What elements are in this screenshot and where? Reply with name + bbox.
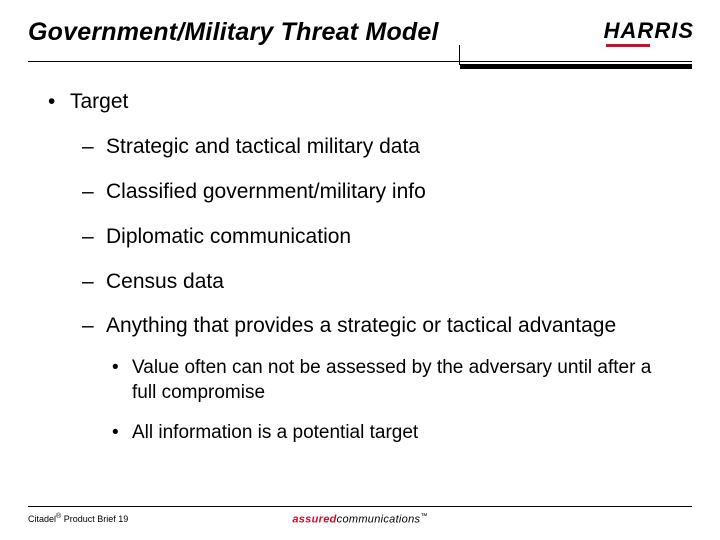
list-item: – Classified government/military info xyxy=(82,179,672,206)
bullet-text: Anything that provides a strategic or ta… xyxy=(106,313,616,340)
brand-logo-text: HARRIS xyxy=(604,20,694,42)
bullet-text: All information is a potential target xyxy=(132,421,418,445)
header-rule-tick xyxy=(459,45,460,65)
list-item: • Value often can not be assessed by the… xyxy=(112,356,672,405)
bullet-lvl1: • Target – Strategic and tactical milita… xyxy=(48,89,672,445)
bullet-text: Classified government/military info xyxy=(106,179,426,206)
bullet-marker: • xyxy=(112,356,132,405)
bullet-text: Strategic and tactical military data xyxy=(106,134,420,161)
bullet-marker: – xyxy=(82,224,106,251)
slide-title: Government/Military Threat Model xyxy=(28,18,692,47)
bullet-marker: – xyxy=(82,179,106,206)
slide-body: • Target – Strategic and tactical milita… xyxy=(0,67,720,445)
footer-tagline: assuredcommunications™ xyxy=(28,513,692,526)
trademark-mark: ™ xyxy=(420,513,427,520)
footer-rule xyxy=(28,506,692,507)
list-item: – Anything that provides a strategic or … xyxy=(82,313,672,340)
bullet-text: Target xyxy=(70,89,128,116)
bullet-lvl2-list: – Strategic and tactical military data –… xyxy=(82,134,672,445)
brand-logo-accent xyxy=(606,44,650,47)
list-item: – Census data xyxy=(82,269,672,296)
slide: Government/Military Threat Model HARRIS … xyxy=(0,0,720,540)
bullet-marker: • xyxy=(48,89,70,116)
header-rule xyxy=(28,61,692,67)
bullet-text: Census data xyxy=(106,269,224,296)
list-item: – Diplomatic communication xyxy=(82,224,672,251)
bullet-marker: • xyxy=(112,421,132,445)
bullet-marker: – xyxy=(82,134,106,161)
bullet-marker: – xyxy=(82,269,106,296)
bullet-lvl3-list: • Value often can not be assessed by the… xyxy=(112,356,672,445)
footer-tagline-rest: communications xyxy=(337,514,421,526)
list-item: – Strategic and tactical military data xyxy=(82,134,672,161)
bullet-text: Value often can not be assessed by the a… xyxy=(132,356,672,405)
footer-tagline-accent: assured xyxy=(292,514,336,526)
bullet-marker: – xyxy=(82,313,106,340)
slide-header: Government/Military Threat Model HARRIS xyxy=(0,0,720,47)
brand-logo: HARRIS xyxy=(604,20,694,47)
bullet-text: Diplomatic communication xyxy=(106,224,351,251)
slide-footer: Citadel® Product Brief 19 assuredcommuni… xyxy=(28,506,692,524)
header-rule-thick xyxy=(460,64,692,69)
list-item: • All information is a potential target xyxy=(112,421,672,445)
header-rule-thin xyxy=(28,61,692,62)
